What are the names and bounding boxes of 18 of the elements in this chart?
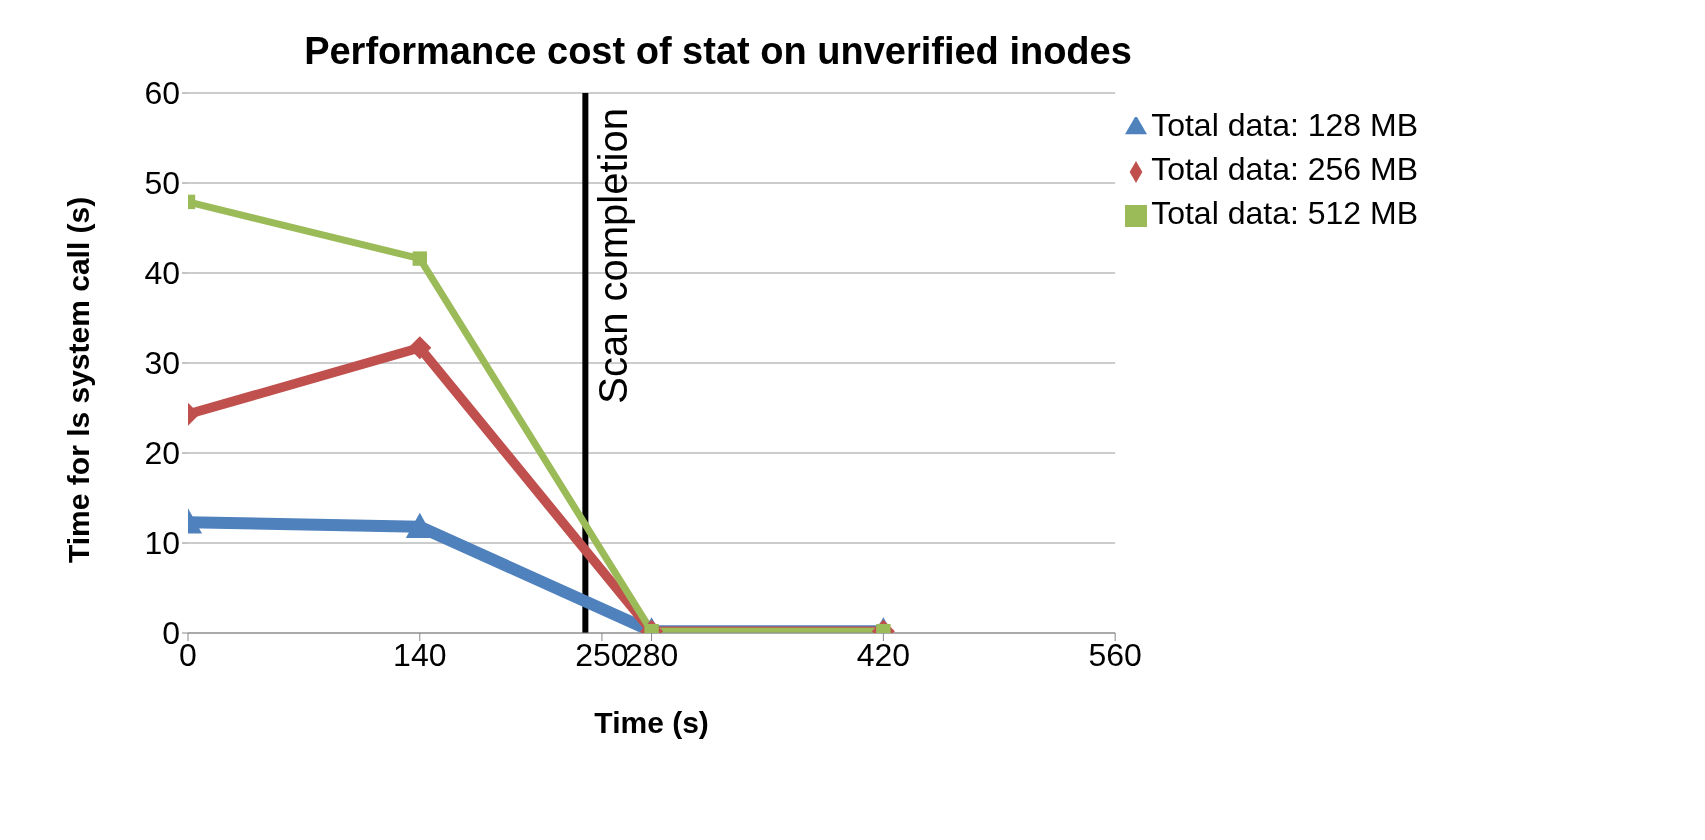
- x-tick-label: 250: [575, 636, 629, 673]
- y-axis-title: Time for ls system call (s): [61, 196, 95, 563]
- y-tick-label: 40: [144, 255, 180, 292]
- y-tick-label: 20: [144, 435, 180, 472]
- legend-label: Total data: 256 MB: [1151, 151, 1418, 187]
- y-tick-label: 30: [144, 345, 180, 382]
- y-tick-label: 60: [144, 75, 180, 112]
- x-axis-title: Time (s): [594, 706, 709, 739]
- point: [412, 251, 427, 266]
- y-tick-label: 10: [144, 525, 180, 562]
- y-tick-label: 50: [144, 165, 180, 202]
- legend-label: Total data: 512 MB: [1151, 195, 1418, 231]
- x-tick-label: 560: [1088, 636, 1142, 673]
- ref-line-label: Scan completion: [591, 108, 636, 404]
- x-tick-label: 140: [393, 636, 447, 673]
- x-tick-label: 420: [856, 636, 911, 673]
- chart-title: Performance cost of stat on unverified inodes: [303, 30, 1133, 73]
- legend-label: Total data: 128 MB: [1151, 107, 1418, 143]
